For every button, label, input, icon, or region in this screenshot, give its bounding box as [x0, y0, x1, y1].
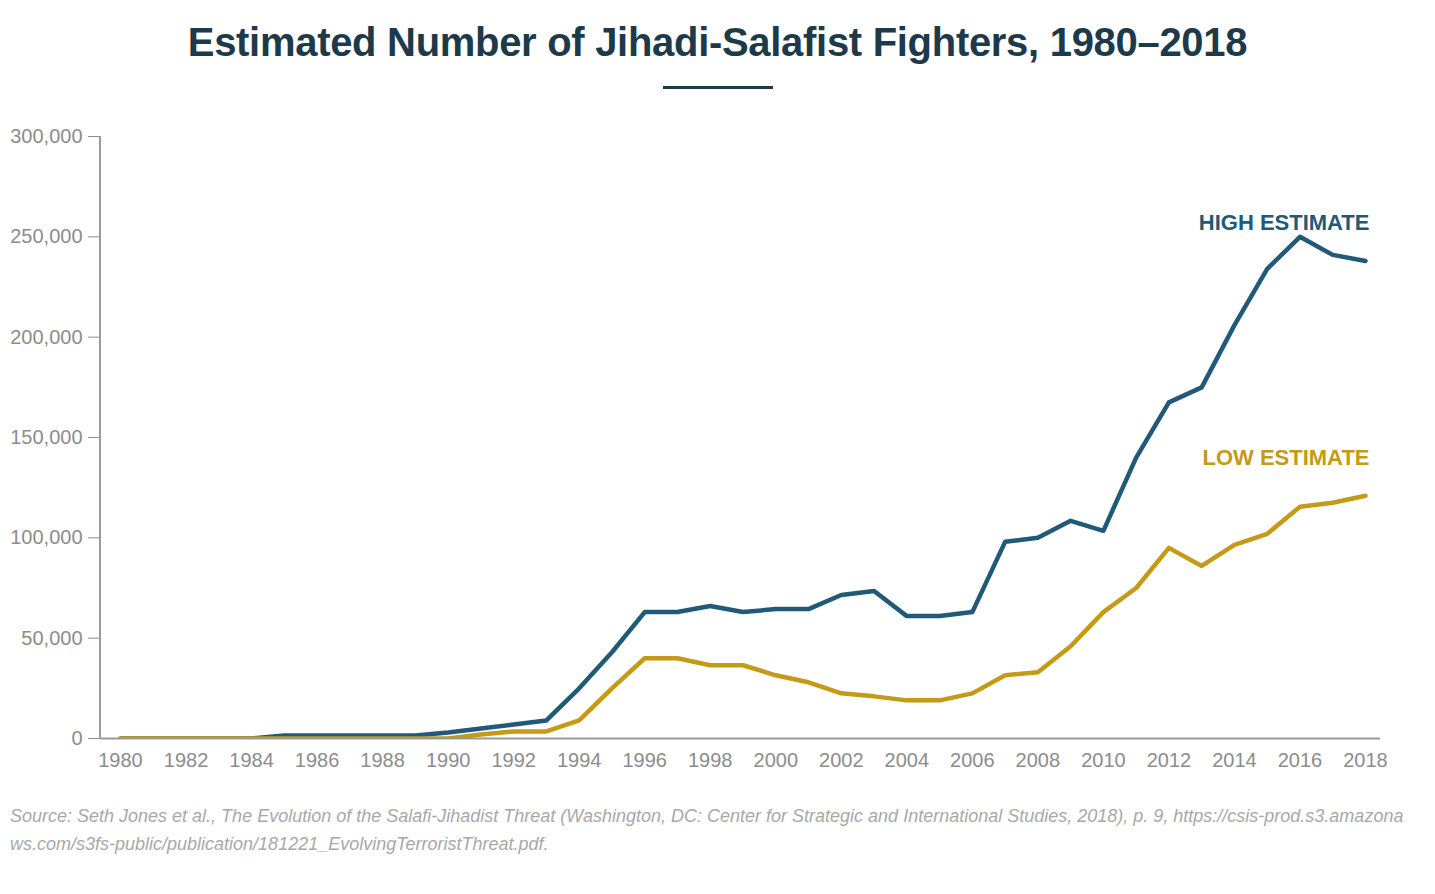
svg-text:2016: 2016	[1278, 749, 1323, 771]
svg-text:1980: 1980	[98, 749, 143, 771]
svg-text:200,000: 200,000	[10, 326, 82, 348]
svg-text:2004: 2004	[885, 749, 930, 771]
svg-text:1990: 1990	[426, 749, 471, 771]
svg-text:1996: 1996	[622, 749, 667, 771]
svg-text:1984: 1984	[229, 749, 273, 771]
svg-text:300,000: 300,000	[10, 125, 82, 147]
svg-text:2006: 2006	[950, 749, 995, 771]
svg-text:1986: 1986	[295, 749, 340, 771]
svg-text:100,000: 100,000	[10, 526, 82, 548]
svg-text:1992: 1992	[491, 749, 536, 771]
svg-text:1998: 1998	[688, 749, 733, 771]
svg-text:2010: 2010	[1081, 749, 1126, 771]
svg-text:150,000: 150,000	[10, 426, 82, 448]
svg-text:2014: 2014	[1212, 749, 1257, 771]
svg-text:2012: 2012	[1147, 749, 1192, 771]
html-text:Estimated Number of Jihadi-Sal: Estimated Number of Jihadi-Salafist Figh…	[187, 20, 1248, 64]
svg-text:LOW ESTIMATE: LOW ESTIMATE	[1202, 445, 1369, 470]
svg-text:0: 0	[71, 727, 82, 749]
svg-text:1988: 1988	[360, 749, 405, 771]
svg-text:1994: 1994	[557, 749, 602, 771]
svg-text:2008: 2008	[1016, 749, 1061, 771]
svg-text:1982: 1982	[164, 749, 209, 771]
svg-text:HIGH ESTIMATE: HIGH ESTIMATE	[1199, 210, 1370, 235]
svg-text:250,000: 250,000	[10, 225, 82, 247]
svg-text:2018: 2018	[1343, 749, 1388, 771]
svg-text:2002: 2002	[819, 749, 864, 771]
svg-text:2000: 2000	[754, 749, 799, 771]
html-text:Source: Seth Jones et al., The: Source: Seth Jones et al., The Evolution…	[10, 806, 1404, 854]
svg-text:50,000: 50,000	[21, 627, 82, 649]
